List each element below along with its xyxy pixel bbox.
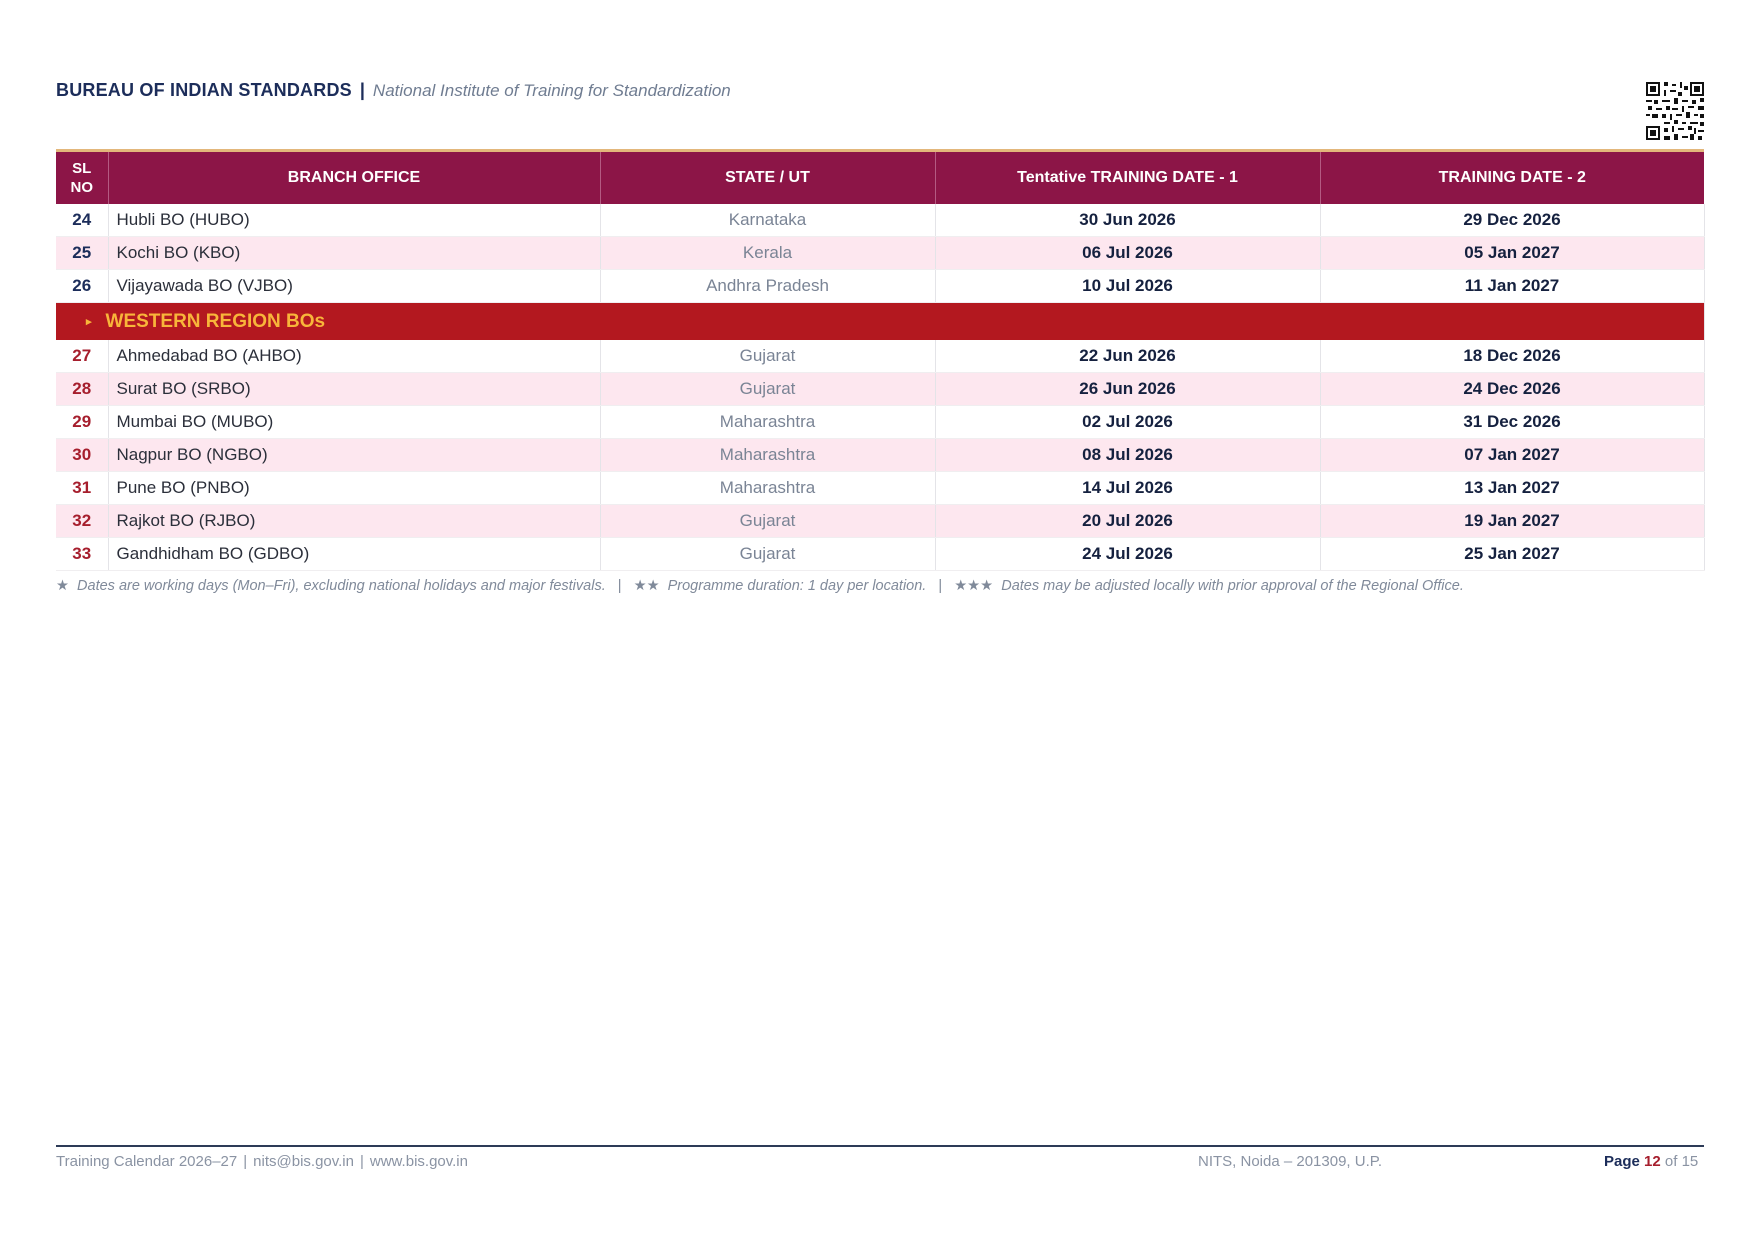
table-row: 24 Hubli BO (HUBO) Karnataka 30 Jun 2026… bbox=[56, 204, 1705, 237]
sl-no-cell: 25 bbox=[56, 236, 109, 270]
date1-cell: 30 Jun 2026 bbox=[935, 204, 1321, 237]
date2-cell: 24 Dec 2026 bbox=[1320, 372, 1705, 406]
footnote-2: Programme duration: 1 day per location. bbox=[667, 578, 927, 594]
branch-office-cell: Nagpur BO (NGBO) bbox=[108, 438, 601, 472]
header-divider bbox=[56, 149, 1704, 152]
column-header-state: STATE / UT bbox=[600, 152, 936, 204]
page-indicator: Page 12 of 15 bbox=[1604, 1153, 1698, 1170]
region-heading: ▸ WESTERN REGION BOs bbox=[56, 302, 1705, 340]
date1-cell: 14 Jul 2026 bbox=[935, 471, 1321, 505]
page-header: BUREAU OF INDIAN STANDARDS | National Inst… bbox=[56, 80, 731, 101]
branch-office-cell: Ahmedabad BO (AHBO) bbox=[108, 340, 601, 373]
table-header-row: SL NO BRANCH OFFICE STATE / UT Tentative … bbox=[56, 152, 1704, 204]
state-cell: Maharashtra bbox=[600, 438, 936, 472]
sl-no-cell: 31 bbox=[56, 471, 109, 505]
date2-cell: 31 Dec 2026 bbox=[1320, 405, 1705, 439]
table-row: 29 Mumbai BO (MUBO) Maharashtra 02 Jul 2… bbox=[56, 405, 1705, 439]
branch-office-cell: Mumbai BO (MUBO) bbox=[108, 405, 601, 439]
table-row: 30 Nagpur BO (NGBO) Maharashtra 08 Jul 2… bbox=[56, 438, 1705, 472]
date1-cell: 06 Jul 2026 bbox=[935, 236, 1321, 270]
sl-no-cell: 26 bbox=[56, 269, 109, 303]
state-cell: Maharashtra bbox=[600, 471, 936, 505]
date1-cell: 24 Jul 2026 bbox=[935, 537, 1321, 571]
sl-no-cell: 33 bbox=[56, 537, 109, 571]
footnote-separator: | bbox=[938, 578, 943, 594]
footer-email-link[interactable]: nits@bis.gov.in bbox=[253, 1153, 354, 1170]
footer-separator: | bbox=[359, 1153, 364, 1170]
date1-cell: 26 Jun 2026 bbox=[935, 372, 1321, 406]
date2-cell: 29 Dec 2026 bbox=[1320, 204, 1705, 237]
branch-office-cell: Rajkot BO (RJBO) bbox=[108, 504, 601, 538]
date2-cell: 13 Jan 2027 bbox=[1320, 471, 1705, 505]
table-row: 25 Kochi BO (KBO) Kerala 06 Jul 2026 05 … bbox=[56, 236, 1705, 270]
sl-no-cell: 29 bbox=[56, 405, 109, 439]
footnote-separator: | bbox=[617, 578, 622, 594]
table-row: 28 Surat BO (SRBO) Gujarat 26 Jun 2026 2… bbox=[56, 372, 1705, 406]
table-row: 32 Rajkot BO (RJBO) Gujarat 20 Jul 2026 … bbox=[56, 504, 1705, 538]
sl-no-cell: 27 bbox=[56, 340, 109, 373]
branch-office-cell: Vijayawada BO (VJBO) bbox=[108, 269, 601, 303]
date2-cell: 11 Jan 2027 bbox=[1320, 269, 1705, 303]
qr-code-icon bbox=[1646, 82, 1704, 140]
date2-cell: 07 Jan 2027 bbox=[1320, 438, 1705, 472]
branch-office-cell: Kochi BO (KBO) bbox=[108, 236, 601, 270]
footnote-1: Dates are working days (Mon–Fri), exclud… bbox=[77, 578, 606, 594]
page-label: Page bbox=[1604, 1153, 1640, 1170]
date1-cell: 22 Jun 2026 bbox=[935, 340, 1321, 373]
date1-cell: 02 Jul 2026 bbox=[935, 405, 1321, 439]
column-header-date-2: TRAINING DATE - 2 bbox=[1320, 152, 1704, 204]
date1-cell: 20 Jul 2026 bbox=[935, 504, 1321, 538]
state-cell: Gujarat bbox=[600, 340, 936, 373]
state-cell: Kerala bbox=[600, 236, 936, 270]
sl-no-cell: 30 bbox=[56, 438, 109, 472]
state-cell: Gujarat bbox=[600, 537, 936, 571]
state-cell: Gujarat bbox=[600, 372, 936, 406]
footnotes: ★ Dates are working days (Mon–Fri), excl… bbox=[56, 578, 1464, 594]
date2-cell: 18 Dec 2026 bbox=[1320, 340, 1705, 373]
table-row: 27 Ahmedabad BO (AHBO) Gujarat 22 Jun 20… bbox=[56, 340, 1705, 373]
region-title: WESTERN REGION BOs bbox=[105, 310, 326, 332]
branch-office-cell: Hubli BO (HUBO) bbox=[108, 204, 601, 237]
state-cell: Andhra Pradesh bbox=[600, 269, 936, 303]
date2-cell: 19 Jan 2027 bbox=[1320, 504, 1705, 538]
branch-office-cell: Gandhidham BO (GDBO) bbox=[108, 537, 601, 571]
date2-cell: 25 Jan 2027 bbox=[1320, 537, 1705, 571]
state-cell: Gujarat bbox=[600, 504, 936, 538]
column-header-date-1: Tentative TRAINING DATE - 1 bbox=[935, 152, 1321, 204]
star-icon: ★★ bbox=[633, 578, 660, 594]
footer-divider bbox=[56, 1145, 1704, 1147]
footer-calendar-title: Training Calendar 2026–27 bbox=[56, 1153, 238, 1170]
state-cell: Maharashtra bbox=[600, 405, 936, 439]
branch-office-cell: Surat BO (SRBO) bbox=[108, 372, 601, 406]
footnote-3: Dates may be adjusted locally with prior… bbox=[1001, 578, 1464, 594]
state-cell: Karnataka bbox=[600, 204, 936, 237]
column-header-branch-office: BRANCH OFFICE bbox=[108, 152, 601, 204]
date2-cell: 05 Jan 2027 bbox=[1320, 236, 1705, 270]
caret-right-icon: ▸ bbox=[86, 315, 92, 328]
star-icon: ★ bbox=[56, 578, 69, 594]
institute-name: National Institute of Training for Stand… bbox=[372, 81, 731, 100]
date1-cell: 08 Jul 2026 bbox=[935, 438, 1321, 472]
training-calendar-table: SL NO BRANCH OFFICE STATE / UT Tentative … bbox=[56, 152, 1705, 571]
branch-office-cell: Pune BO (PNBO) bbox=[108, 471, 601, 505]
star-icon: ★★★ bbox=[954, 578, 994, 594]
sl-no-cell: 32 bbox=[56, 504, 109, 538]
table-row: 31 Pune BO (PNBO) Maharashtra 14 Jul 202… bbox=[56, 471, 1705, 505]
organization-name: BUREAU OF INDIAN STANDARDS bbox=[56, 80, 352, 100]
date1-cell: 10 Jul 2026 bbox=[935, 269, 1321, 303]
footer-separator: | bbox=[243, 1153, 248, 1170]
sl-no-cell: 24 bbox=[56, 204, 109, 237]
page-number: 12 bbox=[1644, 1153, 1661, 1170]
sl-no-cell: 28 bbox=[56, 372, 109, 406]
table-row: 26 Vijayawada BO (VJBO) Andhra Pradesh 1… bbox=[56, 269, 1705, 303]
footer-website-link[interactable]: www.bis.gov.in bbox=[369, 1153, 468, 1170]
region-heading-row: ▸ WESTERN REGION BOs bbox=[56, 302, 1705, 340]
page-total: of 15 bbox=[1664, 1153, 1699, 1170]
table-row: 33 Gandhidham BO (GDBO) Gujarat 24 Jul 2… bbox=[56, 537, 1705, 571]
footer-left: Training Calendar 2026–27 | nits@bis.gov.i… bbox=[56, 1153, 468, 1170]
column-header-sl-no: SL NO bbox=[56, 152, 109, 204]
header-separator: | bbox=[359, 80, 365, 100]
footer-address: NITS, Noida – 201309, U.P. bbox=[1198, 1153, 1382, 1170]
